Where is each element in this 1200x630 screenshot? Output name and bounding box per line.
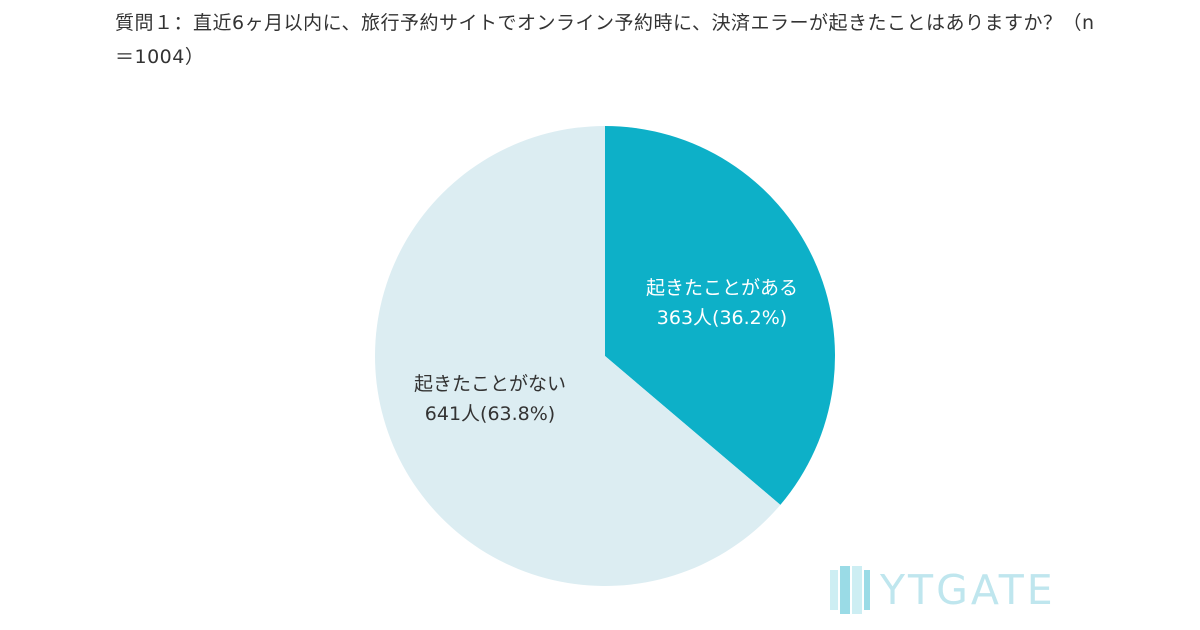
- slice-value-label-0: 363人(36.2%): [657, 307, 787, 329]
- slice-label-1: 起きたことがない: [414, 373, 566, 395]
- logo-text: YTGATE: [880, 566, 1056, 614]
- chart-title: 質問１：直近6ヶ月以内に、旅行予約サイトでオンライン予約時に、決済エラーが起きた…: [115, 12, 1095, 68]
- gate-logo-icon: [830, 566, 870, 614]
- pie-slice-1: [374, 126, 781, 586]
- ytgate-logo: YTGATE: [828, 565, 1058, 615]
- slice-value-label-1: 641人(63.8%): [425, 403, 555, 425]
- pie-slice-0: [605, 126, 835, 505]
- slice-label-0: 起きたことがある: [646, 277, 798, 299]
